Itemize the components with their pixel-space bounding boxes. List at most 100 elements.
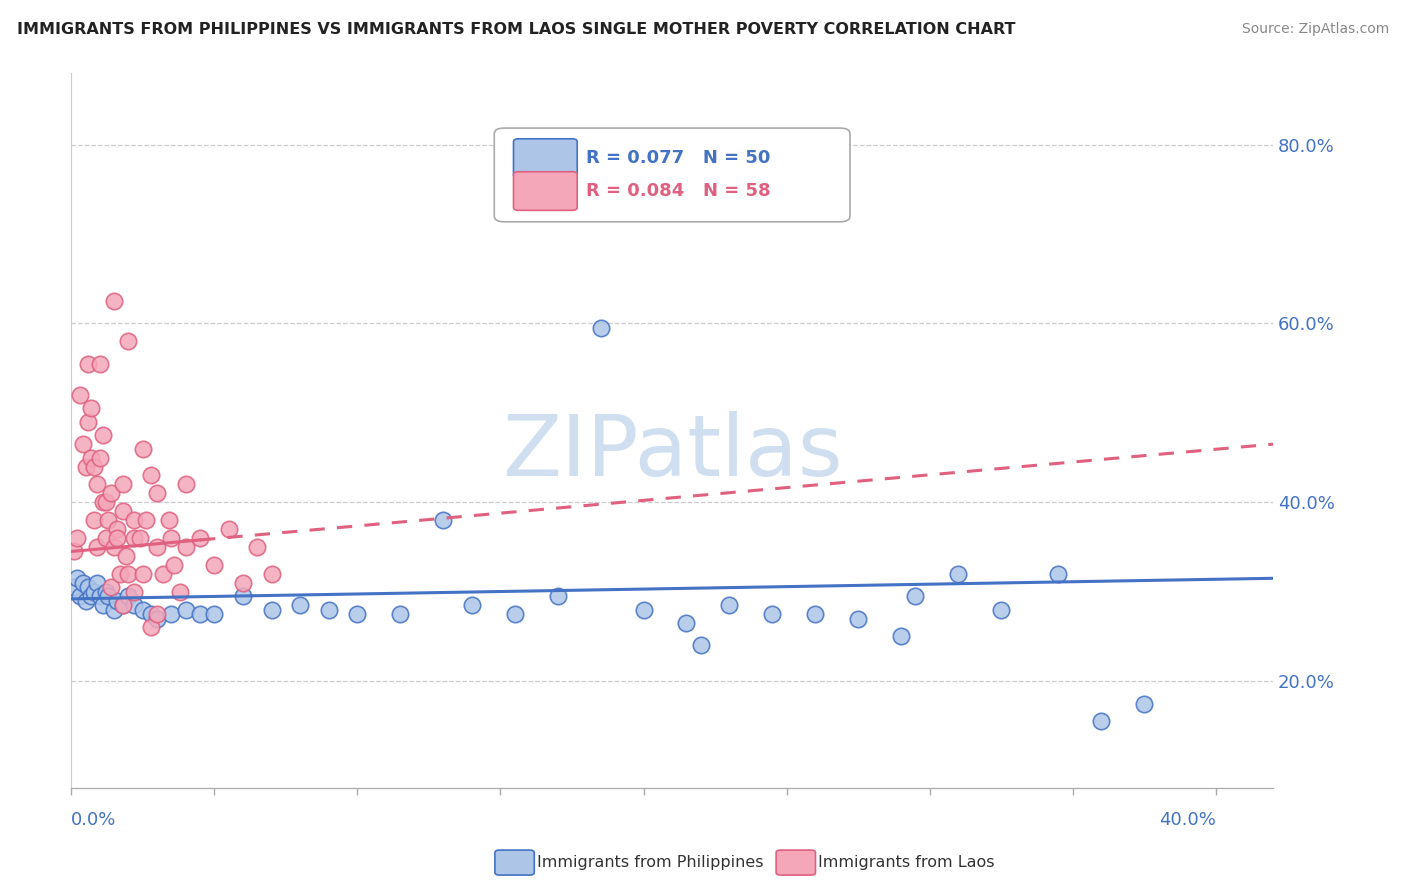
- Point: [152, 566, 174, 581]
- Point: [890, 629, 912, 643]
- Point: [132, 566, 155, 581]
- Point: [174, 477, 197, 491]
- Point: [77, 415, 100, 429]
- Point: [129, 531, 152, 545]
- Point: [948, 566, 970, 581]
- Point: [160, 607, 183, 621]
- Point: [77, 580, 100, 594]
- Point: [461, 598, 484, 612]
- Point: [761, 607, 783, 621]
- Point: [117, 589, 139, 603]
- Point: [80, 450, 103, 465]
- Point: [218, 522, 240, 536]
- Point: [105, 531, 128, 545]
- Point: [89, 450, 111, 465]
- Point: [103, 540, 125, 554]
- Point: [89, 357, 111, 371]
- Point: [77, 357, 100, 371]
- Point: [146, 611, 169, 625]
- Point: [80, 589, 103, 603]
- Point: [122, 598, 145, 612]
- Point: [108, 566, 131, 581]
- Point: [318, 602, 340, 616]
- Text: 40.0%: 40.0%: [1159, 811, 1216, 829]
- Point: [94, 495, 117, 509]
- Point: [72, 437, 94, 451]
- Point: [63, 544, 86, 558]
- Point: [202, 607, 225, 621]
- Point: [105, 522, 128, 536]
- Point: [83, 513, 105, 527]
- Point: [174, 602, 197, 616]
- Text: Source: ZipAtlas.com: Source: ZipAtlas.com: [1241, 22, 1389, 37]
- Text: IMMIGRANTS FROM PHILIPPINES VS IMMIGRANTS FROM LAOS SINGLE MOTHER POVERTY CORREL: IMMIGRANTS FROM PHILIPPINES VS IMMIGRANT…: [17, 22, 1015, 37]
- Point: [633, 602, 655, 616]
- Point: [141, 620, 163, 634]
- Point: [160, 531, 183, 545]
- Point: [163, 558, 186, 572]
- Point: [718, 598, 741, 612]
- Point: [174, 540, 197, 554]
- Point: [188, 607, 211, 621]
- Point: [141, 607, 163, 621]
- Point: [117, 334, 139, 349]
- Point: [69, 388, 91, 402]
- Point: [91, 428, 114, 442]
- Point: [91, 598, 114, 612]
- Point: [288, 598, 311, 612]
- Point: [675, 615, 697, 630]
- Point: [904, 589, 927, 603]
- Point: [100, 580, 122, 594]
- Text: Immigrants from Laos: Immigrants from Laos: [818, 855, 995, 870]
- Point: [135, 513, 157, 527]
- Point: [169, 584, 191, 599]
- Point: [103, 293, 125, 308]
- Point: [146, 607, 169, 621]
- Point: [1090, 714, 1112, 729]
- Point: [75, 459, 97, 474]
- Point: [94, 531, 117, 545]
- Point: [114, 549, 136, 563]
- Point: [69, 589, 91, 603]
- Point: [202, 558, 225, 572]
- Point: [100, 486, 122, 500]
- Point: [260, 566, 283, 581]
- Point: [80, 401, 103, 416]
- Point: [1133, 697, 1156, 711]
- Point: [804, 607, 827, 621]
- Point: [117, 566, 139, 581]
- Point: [111, 598, 134, 612]
- FancyBboxPatch shape: [495, 128, 851, 222]
- FancyBboxPatch shape: [513, 172, 578, 211]
- Point: [146, 540, 169, 554]
- Point: [86, 575, 108, 590]
- Point: [75, 593, 97, 607]
- Point: [1047, 566, 1070, 581]
- Point: [141, 468, 163, 483]
- Point: [346, 607, 368, 621]
- Point: [547, 589, 569, 603]
- Point: [97, 513, 120, 527]
- Point: [83, 584, 105, 599]
- Point: [122, 531, 145, 545]
- Text: 0.0%: 0.0%: [72, 811, 117, 829]
- Point: [111, 598, 134, 612]
- Point: [89, 589, 111, 603]
- Point: [503, 607, 526, 621]
- Point: [589, 321, 612, 335]
- Point: [86, 477, 108, 491]
- Point: [157, 513, 180, 527]
- Text: R = 0.077   N = 50: R = 0.077 N = 50: [586, 149, 770, 167]
- Point: [97, 589, 120, 603]
- Point: [246, 540, 269, 554]
- Point: [86, 540, 108, 554]
- Point: [122, 513, 145, 527]
- Text: R = 0.084   N = 58: R = 0.084 N = 58: [586, 182, 770, 200]
- Point: [66, 571, 89, 585]
- Point: [91, 495, 114, 509]
- Point: [105, 593, 128, 607]
- Point: [146, 486, 169, 500]
- Point: [232, 575, 254, 590]
- Point: [188, 531, 211, 545]
- Point: [432, 513, 454, 527]
